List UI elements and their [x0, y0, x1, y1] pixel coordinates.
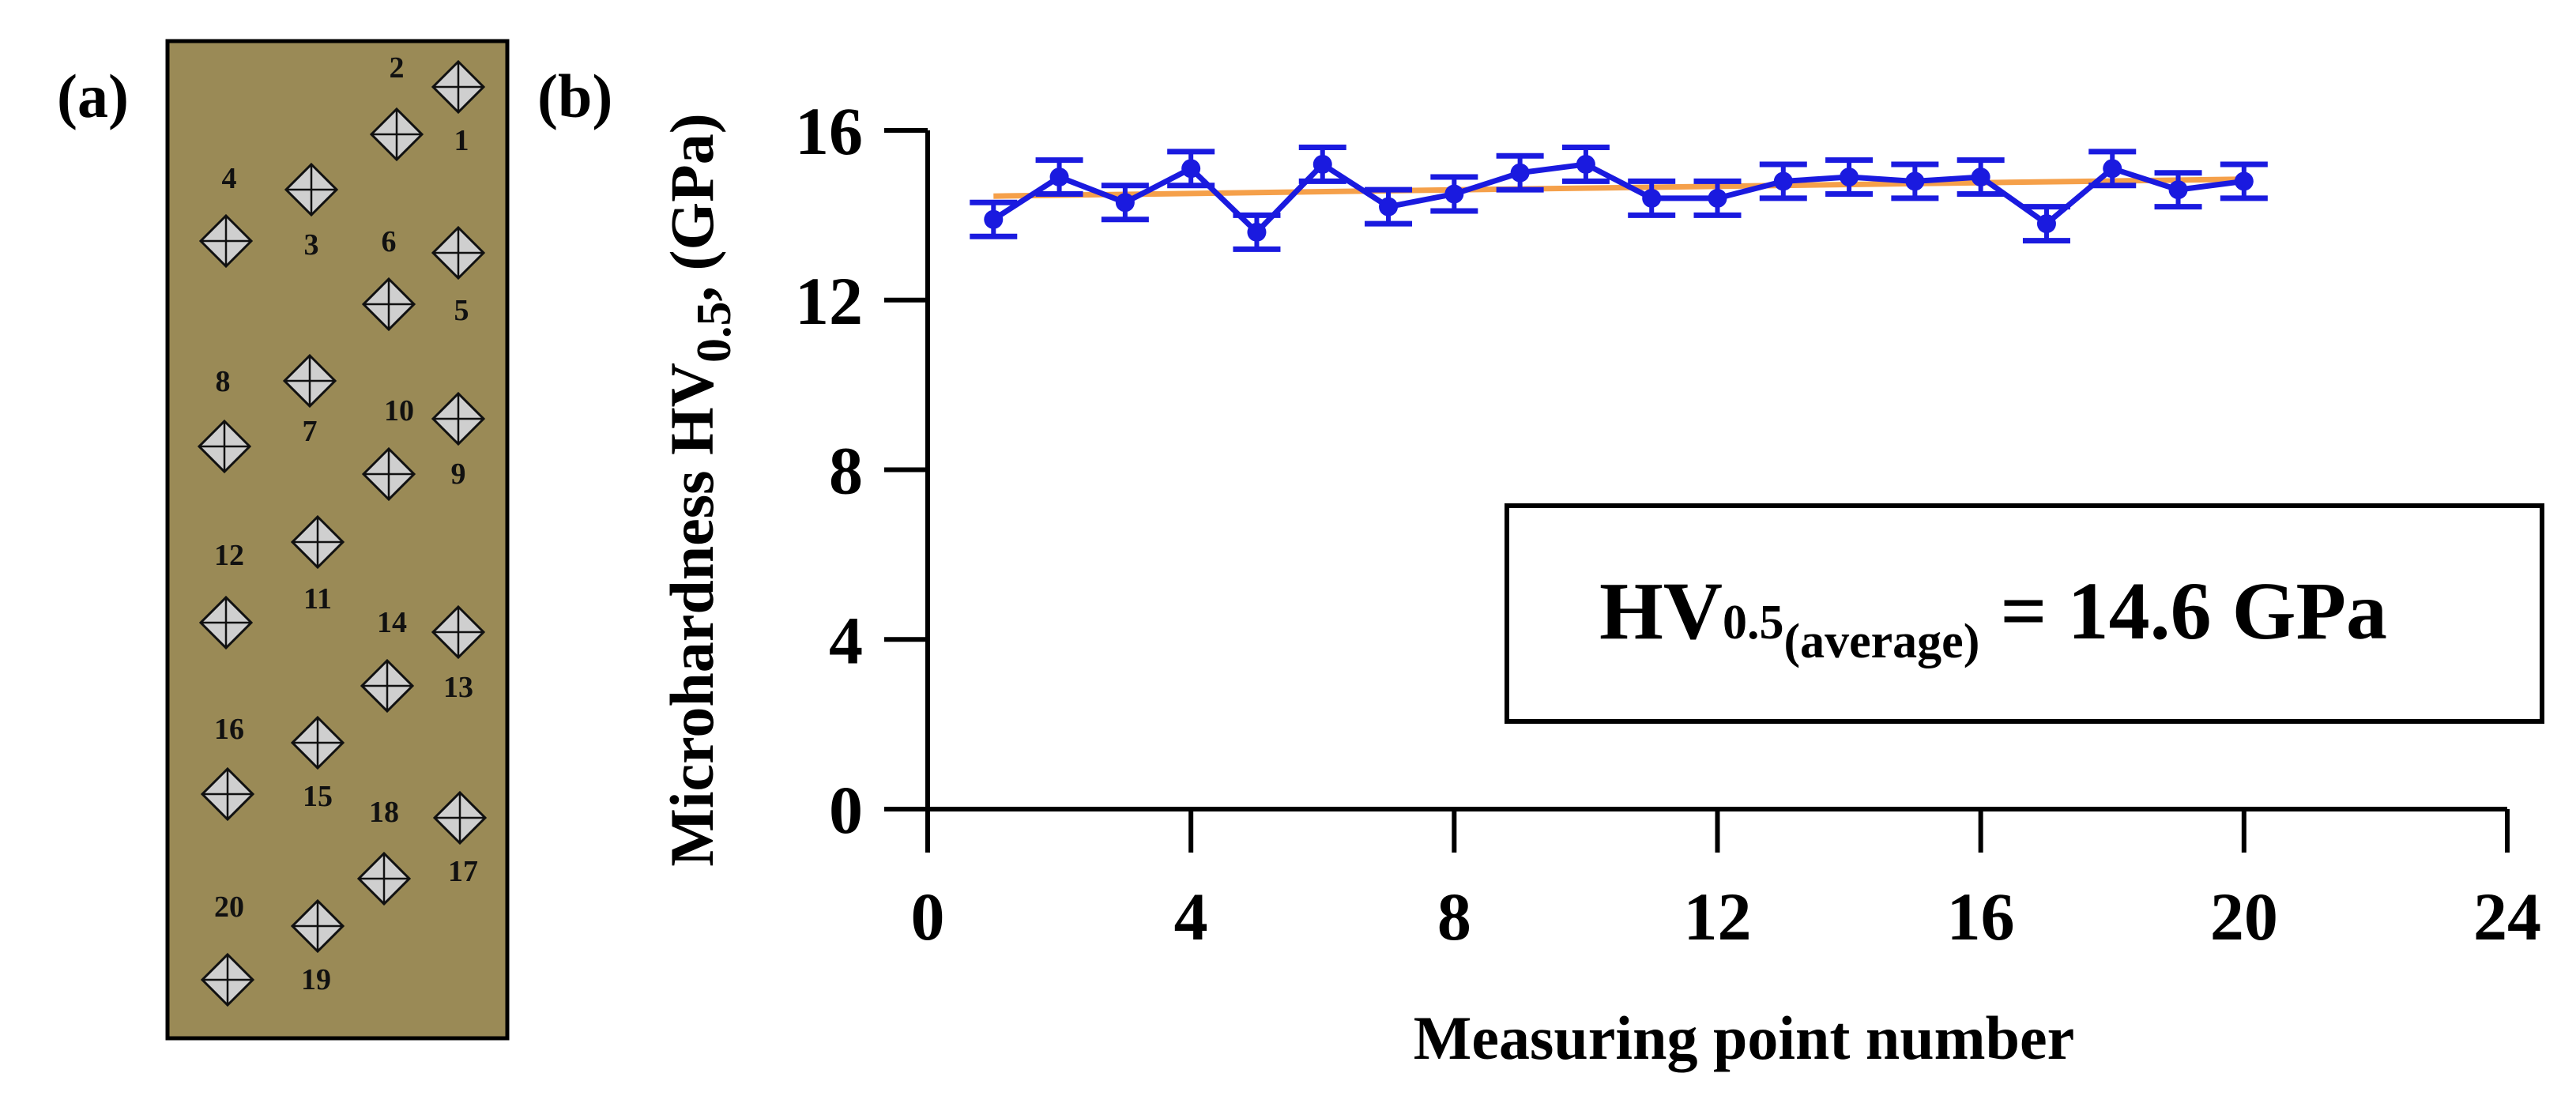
indent-number: 15: [303, 780, 333, 813]
x-ticks: 0 4 8 12 16 20 24: [911, 809, 2541, 955]
indent-mark: 3: [284, 162, 339, 262]
trend-line: [993, 176, 2244, 199]
data-point: [1247, 222, 1267, 242]
indent-mark: 19: [290, 898, 345, 996]
x-tick-label: 20: [2210, 879, 2278, 955]
x-tick-label: 16: [1947, 879, 2015, 955]
data-point: [1708, 188, 1727, 208]
y-tick-label: 8: [829, 433, 863, 509]
y-axis-title-prefix: Microhardness HV: [657, 363, 726, 867]
indent-mark: 16: [200, 713, 255, 822]
y-axis-title: Microhardness HV0.5, (GPa): [657, 113, 741, 866]
annotation-prefix: HV: [1599, 566, 1723, 657]
y-axis-title-suffix: , (GPa): [657, 113, 726, 301]
indent-mark: 6: [361, 225, 416, 332]
indent-mark: 4: [198, 162, 254, 269]
indent-number: 18: [369, 796, 399, 829]
indent-number: 10: [384, 394, 414, 427]
hardness-chart: 0 4 8 12 16 20 24 0 4 8 12 16 Measuring point numb…: [657, 93, 2544, 1072]
data-point: [1905, 171, 1925, 191]
data-point: [1379, 197, 1399, 217]
data-point: [2168, 180, 2188, 200]
data-point: [1510, 163, 1530, 183]
data-point: [1312, 154, 1332, 174]
x-axis-title: Measuring point number: [1414, 1003, 2074, 1072]
indent-mark: 5: [431, 225, 486, 327]
data-point: [2234, 171, 2254, 191]
x-tick-label: 0: [911, 879, 945, 955]
indent-number: 1: [454, 124, 469, 157]
annotation-subscript: 0.5: [1723, 596, 1784, 650]
data-point: [1049, 168, 1069, 187]
indent-number: 20: [214, 890, 244, 924]
indent-number: 5: [454, 294, 469, 327]
data-point: [1642, 188, 1662, 208]
indent-mark: 13: [431, 604, 486, 704]
indent-mark: 18: [356, 796, 412, 906]
y-tick-label: 16: [795, 93, 863, 169]
indent-mark: 12: [198, 539, 254, 650]
annotation-box: [1505, 503, 2544, 724]
indent-number: 2: [390, 51, 405, 85]
annotation-subscript-2: (average): [1784, 615, 1980, 668]
x-tick-label: 12: [1684, 879, 1752, 955]
indent-mark: 10: [361, 394, 416, 502]
y-tick-label: 12: [795, 263, 863, 339]
data-point: [1576, 154, 1595, 174]
annotation-text: HV0.5(average) = 14.6 GPa: [1599, 566, 2387, 668]
y-tick-label: 4: [829, 602, 863, 678]
indent-mark: 9: [431, 391, 486, 491]
data-point: [1971, 168, 1990, 187]
indent-mark: 17: [432, 790, 488, 888]
indent-number: 7: [303, 415, 318, 448]
indent-number: 16: [214, 713, 244, 746]
indent-number: 6: [382, 225, 397, 258]
x-tick-label: 4: [1174, 879, 1208, 955]
y-ticks: 0 4 8 12 16: [795, 93, 928, 848]
series-line: [992, 160, 2245, 236]
indent-number: 13: [443, 671, 473, 704]
indent-mark: 15: [290, 715, 345, 813]
annotation-suffix: = 14.6 GPa: [1979, 566, 2387, 657]
data-point: [1444, 184, 1464, 204]
data-points: [984, 154, 2254, 242]
indent-number: 4: [222, 162, 237, 195]
y-tick-label: 0: [829, 772, 863, 848]
indent-number: 19: [301, 963, 331, 996]
indent-mark: 2: [369, 51, 424, 162]
indent-mark: 1: [431, 59, 486, 157]
data-point: [984, 209, 1004, 229]
indent-number: 11: [303, 582, 332, 616]
panel-a-label: (a): [57, 62, 129, 130]
y-axis-title-subscript: 0.5: [687, 302, 741, 363]
indent-number: 17: [448, 855, 478, 888]
indent-mark: 11: [290, 514, 345, 616]
indent-number: 3: [304, 228, 319, 262]
data-point: [2036, 214, 2056, 234]
data-point: [1773, 171, 1793, 191]
data-point: [1115, 193, 1135, 213]
indent-number: 14: [377, 606, 407, 639]
indent-mark: 7: [282, 353, 337, 448]
indent-mark: 14: [360, 606, 415, 714]
indent-mark: 20: [200, 890, 255, 1007]
panel-b-label: (b): [537, 62, 612, 130]
indent-mark: 8: [197, 365, 252, 474]
indent-number: 12: [214, 539, 244, 572]
error-bars: [970, 144, 2268, 252]
indent-number: 9: [451, 457, 466, 491]
data-point: [2103, 159, 2122, 179]
indent-number: 8: [216, 365, 231, 398]
x-tick-label: 8: [1437, 879, 1471, 955]
x-tick-label: 24: [2473, 879, 2541, 955]
data-point: [1181, 159, 1201, 179]
data-point: [1840, 168, 1859, 187]
